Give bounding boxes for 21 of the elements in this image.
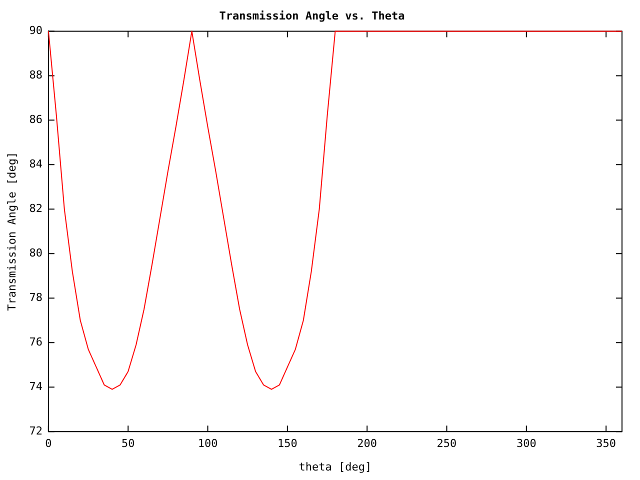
y-tick-label: 80 [29,246,42,260]
x-tick-label: 300 [516,437,536,450]
x-tick-label: 350 [596,437,616,450]
x-tick-label: 200 [357,437,378,450]
y-tick-label: 72 [29,424,42,438]
y-tick-label: 86 [29,113,42,126]
y-tick-label: 88 [29,68,42,82]
x-axis-title: theta [deg] [298,460,372,474]
chart-title: Transmission Angle vs. Theta [219,9,405,22]
y-axis-title: Transmission Angle [deg] [5,152,18,311]
y-tick-label: 76 [29,335,42,348]
x-tick-label: 50 [121,437,135,450]
x-tick-label: 250 [436,437,457,450]
y-tick-label: 84 [29,158,43,171]
x-tick-label: 100 [198,437,218,450]
y-tick-label: 78 [29,290,42,304]
y-tick-label: 82 [29,202,42,216]
y-tick-label: 74 [29,380,43,393]
x-tick-label: 150 [277,437,298,450]
y-tick-label: 90 [29,24,42,38]
x-tick-label: 0 [45,437,52,450]
